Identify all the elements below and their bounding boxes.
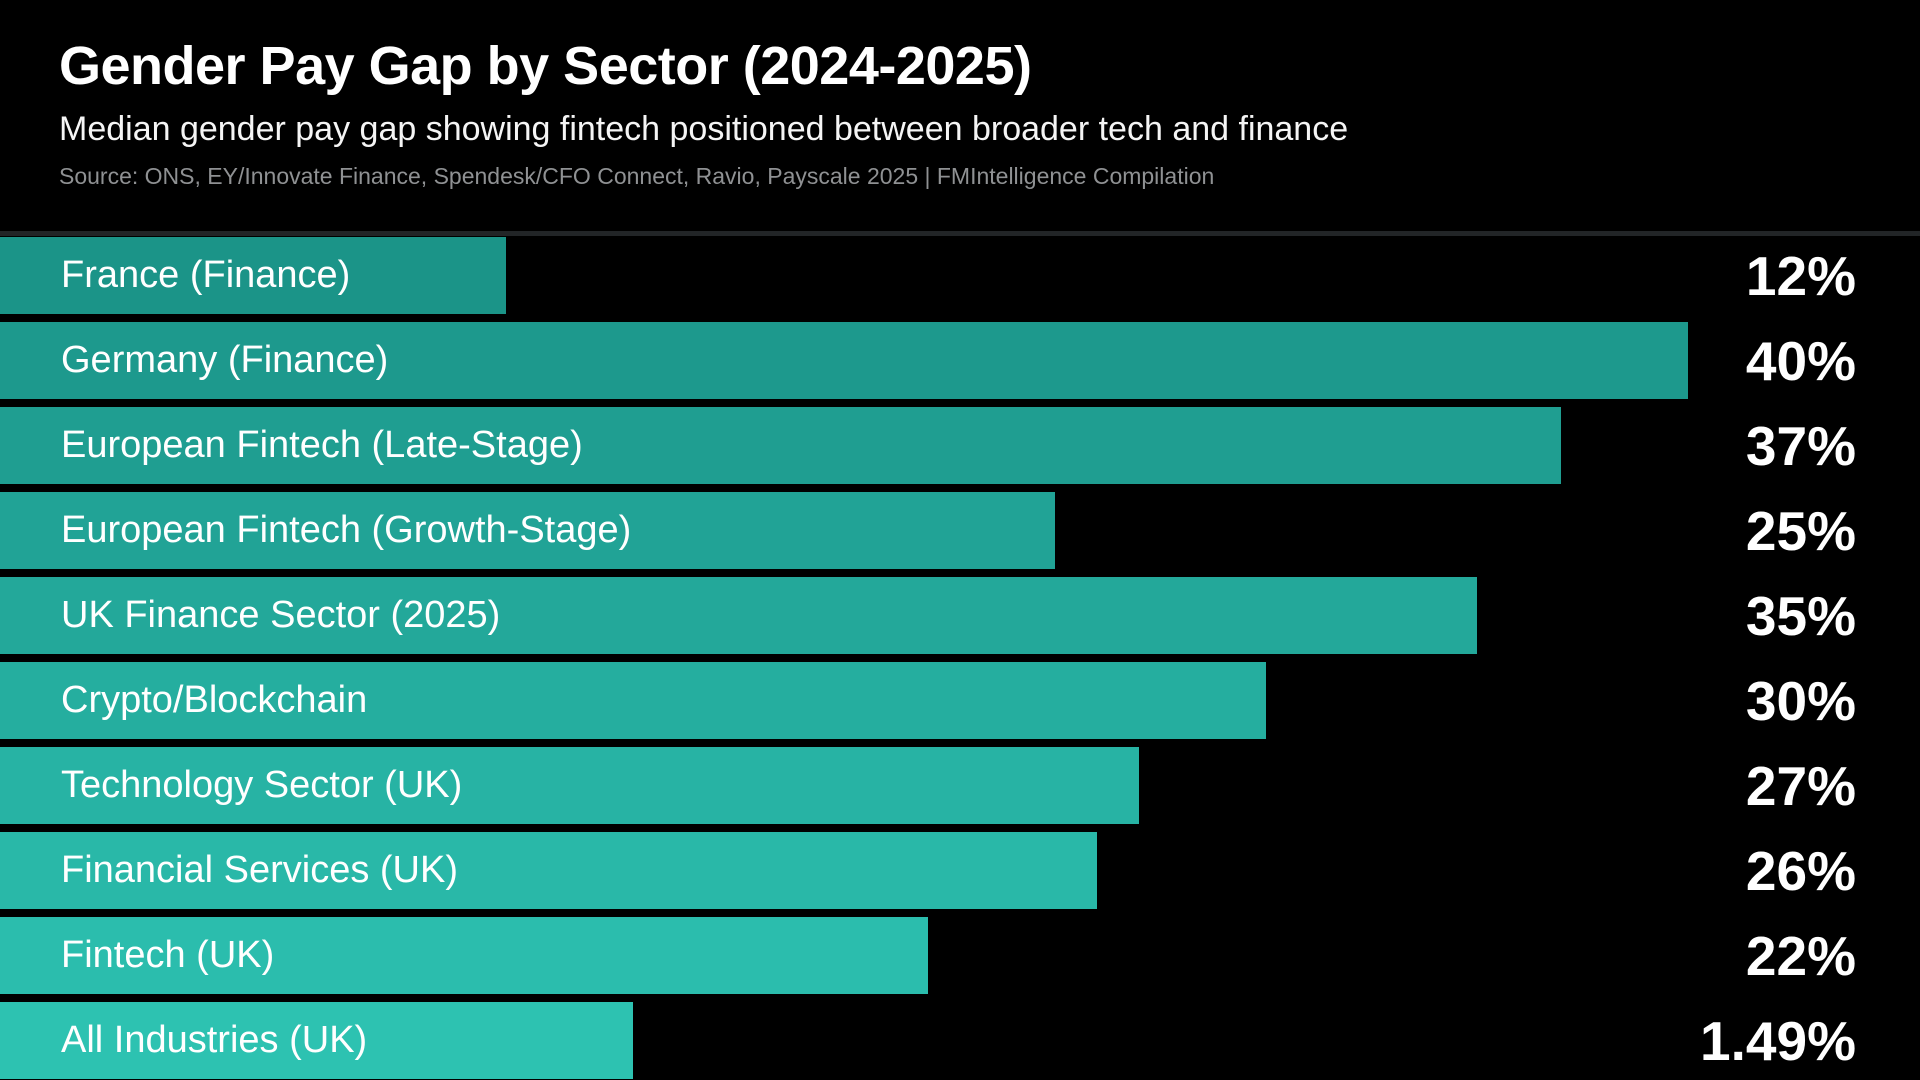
bar-label: Financial Services (UK) (61, 849, 458, 891)
bar-label: UK Finance Sector (2025) (61, 594, 501, 636)
chart-title: Gender Pay Gap by Sector (2024-2025) (59, 36, 1032, 96)
bar-row: Technology Sector (UK) 27% (0, 747, 1920, 824)
bar-value: 25% (1745, 499, 1856, 562)
bar-value: 12% (1745, 244, 1856, 307)
bar (0, 832, 1097, 909)
bar (0, 492, 1055, 569)
bar-value: 37% (1745, 414, 1856, 477)
bar-row: Financial Services (UK) 26% (0, 832, 1920, 909)
bar (0, 917, 928, 994)
bar-label: Germany (Finance) (61, 339, 389, 381)
bar-row: France (Finance) 12% (0, 237, 1920, 314)
bar-label: Crypto/Blockchain (61, 679, 368, 721)
source-attribution: Source: ONS, EY/Innovate Finance, Spende… (59, 162, 1215, 189)
bar-row: Germany (Finance) 40% (0, 322, 1920, 399)
bar-value: 27% (1745, 754, 1856, 817)
bar-label: European Fintech (Late-Stage) (61, 424, 583, 466)
bar-label: European Fintech (Growth-Stage) (61, 509, 632, 551)
bar-row: European Fintech (Late-Stage) 37% (0, 407, 1920, 484)
bar-value: 30% (1745, 669, 1856, 732)
bar-row: Fintech (UK) 22% (0, 917, 1920, 994)
bar-row: UK Finance Sector (2025) 35% (0, 577, 1920, 654)
bar-label: France (Finance) (61, 254, 351, 296)
bar (0, 237, 506, 314)
bar-value: 22% (1745, 924, 1856, 987)
bar (0, 322, 1688, 399)
bar-value: 26% (1745, 839, 1856, 902)
bar (0, 662, 1266, 739)
bar-value: 40% (1745, 329, 1856, 392)
header-divider (0, 231, 1920, 236)
bar-label: All Industries (UK) (61, 1019, 368, 1061)
bar-chart: France (Finance) 12% Germany (Finance) 40% E… (0, 237, 1920, 1080)
bar-label: Fintech (UK) (61, 934, 275, 976)
bar-value: 35% (1745, 584, 1856, 647)
bar-row: All Industries (UK) 1.49% (0, 1002, 1920, 1079)
bar-value: 1.49% (1700, 1009, 1856, 1072)
chart-subtitle: Median gender pay gap showing fintech po… (59, 110, 1349, 149)
bar-row: Crypto/Blockchain 30% (0, 662, 1920, 739)
bar-row: European Fintech (Growth-Stage) 25% (0, 492, 1920, 569)
chart-header: Gender Pay Gap by Sector (2024-2025) Med… (0, 0, 1920, 190)
bar (0, 747, 1139, 824)
bar (0, 577, 1477, 654)
bar-label: Technology Sector (UK) (61, 764, 463, 806)
bar (0, 407, 1561, 484)
bar (0, 1002, 633, 1079)
